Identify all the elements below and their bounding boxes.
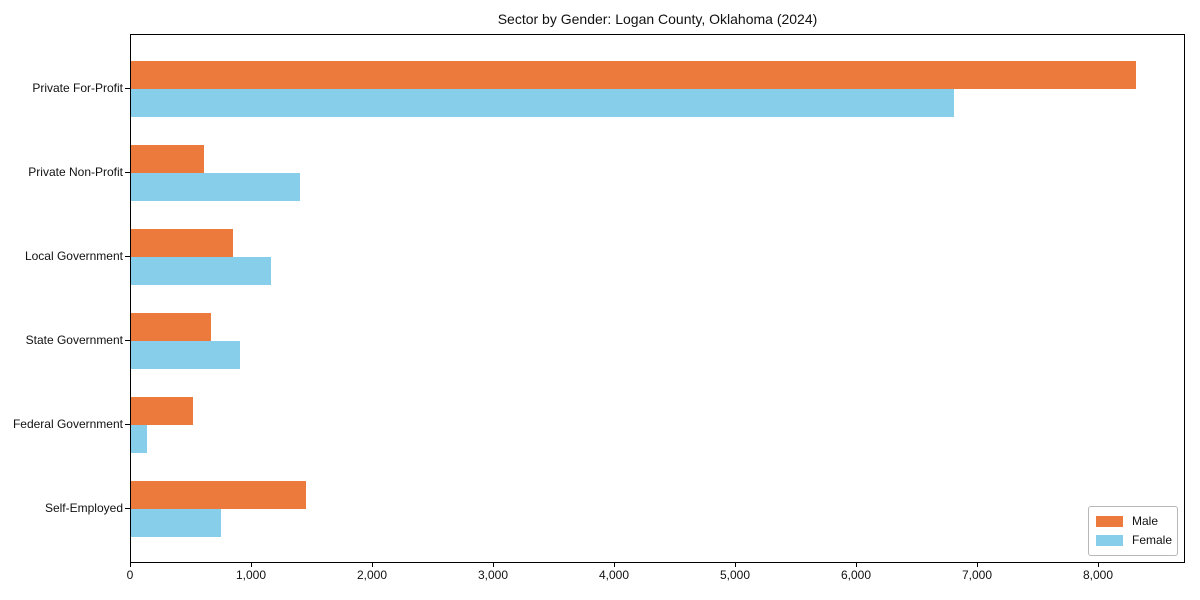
bar-female-2 [131, 257, 271, 285]
x-tick-mark [372, 563, 373, 567]
x-tick-mark [614, 563, 615, 567]
bar-male-4 [131, 397, 193, 425]
x-tick-label: 4,000 [598, 568, 630, 582]
x-tick-mark [493, 563, 494, 567]
y-tick-mark [125, 424, 130, 425]
chart-title: Sector by Gender: Logan County, Oklahoma… [497, 11, 818, 27]
y-tick-label: State Government [25, 333, 123, 347]
x-tick-mark [977, 563, 978, 567]
bar-male-3 [131, 313, 211, 341]
y-tick-mark [125, 508, 130, 509]
x-tick-mark [856, 563, 857, 567]
x-tick-mark [130, 563, 131, 567]
x-tick-mark [735, 563, 736, 567]
bar-female-1 [131, 173, 300, 201]
bar-male-2 [131, 229, 233, 257]
legend-swatch-female [1096, 535, 1123, 546]
y-tick-label: Federal Government [12, 417, 123, 431]
y-tick-mark [125, 256, 130, 257]
bar-female-5 [131, 509, 221, 537]
y-tick-label: Self-Employed [44, 501, 123, 515]
legend-label: Female [1132, 533, 1173, 547]
y-tick-mark [125, 172, 130, 173]
plot-area [130, 34, 1185, 563]
legend-entry: Female [1096, 531, 1173, 550]
bar-male-1 [131, 145, 204, 173]
legend: Male Female [1088, 506, 1178, 556]
y-tick-label: Local Government [24, 249, 123, 263]
x-tick-label: 7,000 [961, 568, 993, 582]
bar-female-4 [131, 425, 147, 453]
legend-label: Male [1132, 514, 1159, 528]
bar-female-0 [131, 89, 954, 117]
x-tick-label: 5,000 [719, 568, 751, 582]
y-tick-label: Private For-Profit [32, 81, 123, 95]
x-tick-mark [251, 563, 252, 567]
x-tick-label: 3,000 [477, 568, 509, 582]
x-tick-label: 2,000 [356, 568, 388, 582]
x-tick-mark [1098, 563, 1099, 567]
y-tick-mark [125, 340, 130, 341]
bar-male-0 [131, 61, 1136, 89]
legend-entry: Male [1096, 512, 1171, 531]
x-tick-label: 0 [126, 568, 134, 582]
x-tick-label: 1,000 [235, 568, 267, 582]
x-tick-label: 6,000 [840, 568, 872, 582]
bar-male-5 [131, 481, 306, 509]
x-tick-label: 8,000 [1082, 568, 1114, 582]
legend-swatch-male [1096, 516, 1123, 527]
bar-female-3 [131, 341, 240, 369]
y-tick-mark [125, 88, 130, 89]
y-tick-label: Private Non-Profit [28, 165, 123, 179]
